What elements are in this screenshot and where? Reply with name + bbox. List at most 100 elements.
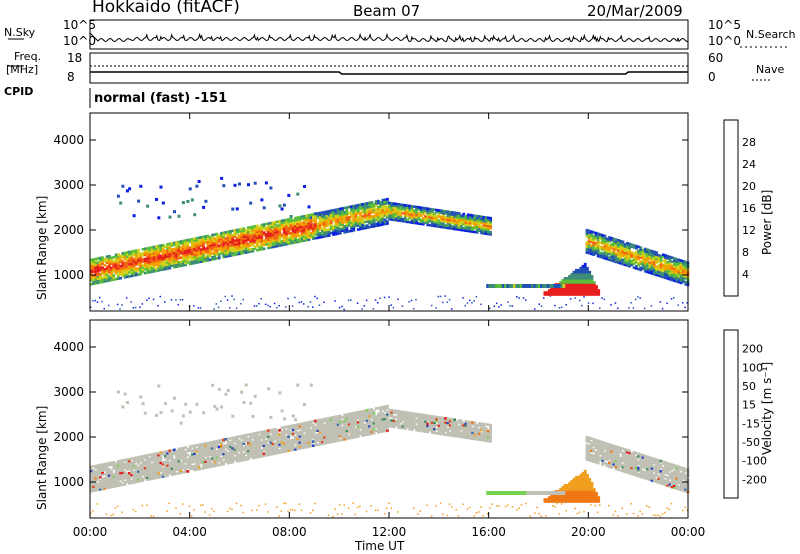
velocity-cell xyxy=(244,452,248,455)
power-cell xyxy=(229,252,232,255)
power-cell xyxy=(235,238,239,242)
power-cell xyxy=(473,300,475,302)
velocity-cell xyxy=(412,507,415,510)
power-cell xyxy=(460,220,463,224)
velocity-cell xyxy=(316,425,320,428)
velocity-cell xyxy=(231,460,235,464)
power-cell xyxy=(652,256,656,260)
velocity-cell xyxy=(296,433,300,436)
power-cell xyxy=(424,219,427,222)
cpid-text: normal (fast) -151 xyxy=(94,91,228,106)
velocity-cell xyxy=(132,471,136,474)
power-cell xyxy=(217,236,221,239)
velocity-cell xyxy=(428,424,432,428)
velocity-cell xyxy=(377,416,380,420)
velocity-cell xyxy=(170,409,174,413)
power-cell xyxy=(668,278,672,281)
power-cell xyxy=(332,227,335,230)
power-cell xyxy=(354,212,358,216)
power-cell xyxy=(437,211,441,214)
power-cell xyxy=(608,250,611,253)
power-cell xyxy=(267,246,270,250)
velocity-cell xyxy=(146,460,149,463)
power-cell xyxy=(161,254,165,257)
velocity-cell xyxy=(408,417,412,421)
power-cell xyxy=(565,289,569,292)
velocity-cell xyxy=(208,451,212,454)
power-cell xyxy=(659,269,663,272)
velocity-cell xyxy=(356,427,360,430)
velocity-cell xyxy=(260,434,264,438)
power-cell xyxy=(273,224,277,228)
velocity-cell xyxy=(285,443,288,447)
power-cell xyxy=(338,223,342,227)
power-cell xyxy=(379,213,383,217)
velocity-cell xyxy=(101,487,104,491)
power-cell xyxy=(361,203,365,206)
power-cell xyxy=(222,245,226,249)
velocity-cell xyxy=(278,435,282,438)
power-cell xyxy=(354,220,358,224)
power-cell xyxy=(368,219,371,223)
velocity-cell xyxy=(166,472,169,475)
power-cell xyxy=(361,211,365,214)
velocity-cell xyxy=(181,465,185,468)
velocity-cell xyxy=(184,464,187,468)
velocity-cell xyxy=(269,443,273,446)
velocity-cell xyxy=(280,450,284,454)
power-cell xyxy=(594,241,598,245)
velocity-cell xyxy=(368,418,371,422)
power-cell xyxy=(121,260,125,263)
power-cell xyxy=(123,269,127,273)
velocity-cell xyxy=(128,480,131,483)
velocity-cell xyxy=(307,433,311,436)
velocity-cell xyxy=(444,419,448,422)
velocity-cell xyxy=(368,428,371,432)
power-cell xyxy=(217,256,221,260)
velocity-cell xyxy=(386,404,389,408)
power-cell xyxy=(253,227,257,230)
velocity-cell xyxy=(446,419,450,423)
power-cell xyxy=(175,259,178,262)
velocity-cell xyxy=(273,446,277,449)
power-cell xyxy=(116,253,120,256)
velocity-cell xyxy=(354,513,357,516)
velocity-cell xyxy=(343,421,347,425)
velocity-cell xyxy=(199,445,203,448)
power-cell xyxy=(155,245,158,248)
velocity-cell xyxy=(451,422,454,425)
power-cell xyxy=(303,239,306,242)
power-cell xyxy=(123,265,127,269)
velocity-cell xyxy=(356,506,359,509)
velocity-cell xyxy=(267,435,270,438)
velocity-cell xyxy=(188,455,192,459)
power-cell xyxy=(595,291,598,294)
velocity-cell xyxy=(334,433,338,437)
power-cell xyxy=(356,220,360,223)
power-cell xyxy=(603,242,607,246)
power-cell xyxy=(617,259,620,262)
velocity-cell xyxy=(451,434,454,437)
velocity-cell xyxy=(206,461,210,465)
velocity-cell xyxy=(186,470,190,473)
power-cell xyxy=(664,272,667,276)
velocity-cell xyxy=(307,431,311,434)
power-cell xyxy=(251,225,255,229)
power-cell xyxy=(321,217,324,220)
power-cell xyxy=(383,220,387,224)
velocity-cell xyxy=(345,427,349,430)
velocity-cell xyxy=(99,467,102,471)
power-cell xyxy=(403,216,407,219)
power-cell xyxy=(343,228,347,232)
power-cell xyxy=(294,216,297,220)
velocity-cell xyxy=(329,426,333,430)
power-cell xyxy=(650,256,654,259)
power-cell xyxy=(291,227,295,230)
velocity-cell xyxy=(184,468,187,472)
power-cell xyxy=(278,305,280,307)
velocity-cell xyxy=(238,445,241,448)
power-cell xyxy=(442,211,445,215)
power-cell xyxy=(661,263,665,267)
power-cell xyxy=(350,215,353,218)
power-cell xyxy=(229,234,232,237)
